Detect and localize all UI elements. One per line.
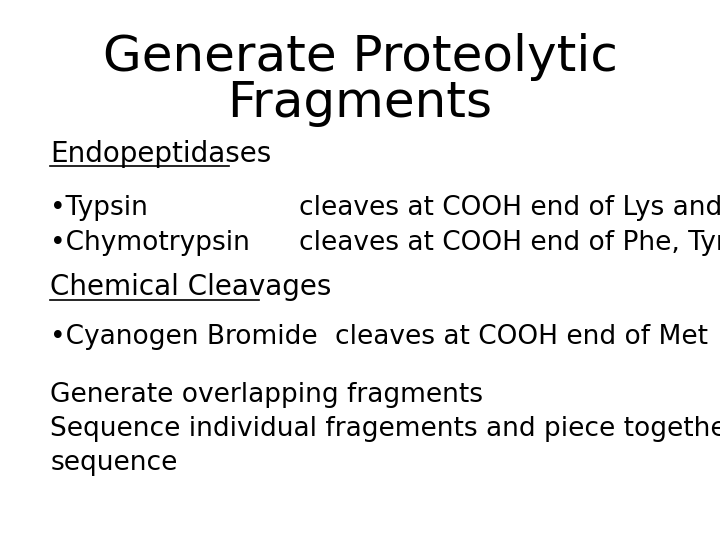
Text: cleaves at COOH end of Phe, Tyr, Trp: cleaves at COOH end of Phe, Tyr, Trp: [299, 230, 720, 256]
Text: Endopeptidases: Endopeptidases: [50, 140, 271, 168]
Text: Fragments: Fragments: [228, 79, 492, 126]
Text: cleaves at COOH end of Met: cleaves at COOH end of Met: [335, 325, 708, 350]
Text: Generate overlapping fragments: Generate overlapping fragments: [50, 382, 483, 408]
Text: •Cyanogen Bromide: •Cyanogen Bromide: [50, 325, 318, 350]
Text: Chemical Cleavages: Chemical Cleavages: [50, 273, 332, 301]
Text: Sequence individual fragements and piece together: Sequence individual fragements and piece…: [50, 416, 720, 442]
Text: cleaves at COOH end of Lys and Arg: cleaves at COOH end of Lys and Arg: [299, 195, 720, 221]
Text: Generate Proteolytic: Generate Proteolytic: [102, 33, 618, 80]
Text: •Chymotrypsin: •Chymotrypsin: [50, 230, 251, 256]
Text: sequence: sequence: [50, 450, 178, 476]
Text: •Typsin: •Typsin: [50, 195, 148, 221]
